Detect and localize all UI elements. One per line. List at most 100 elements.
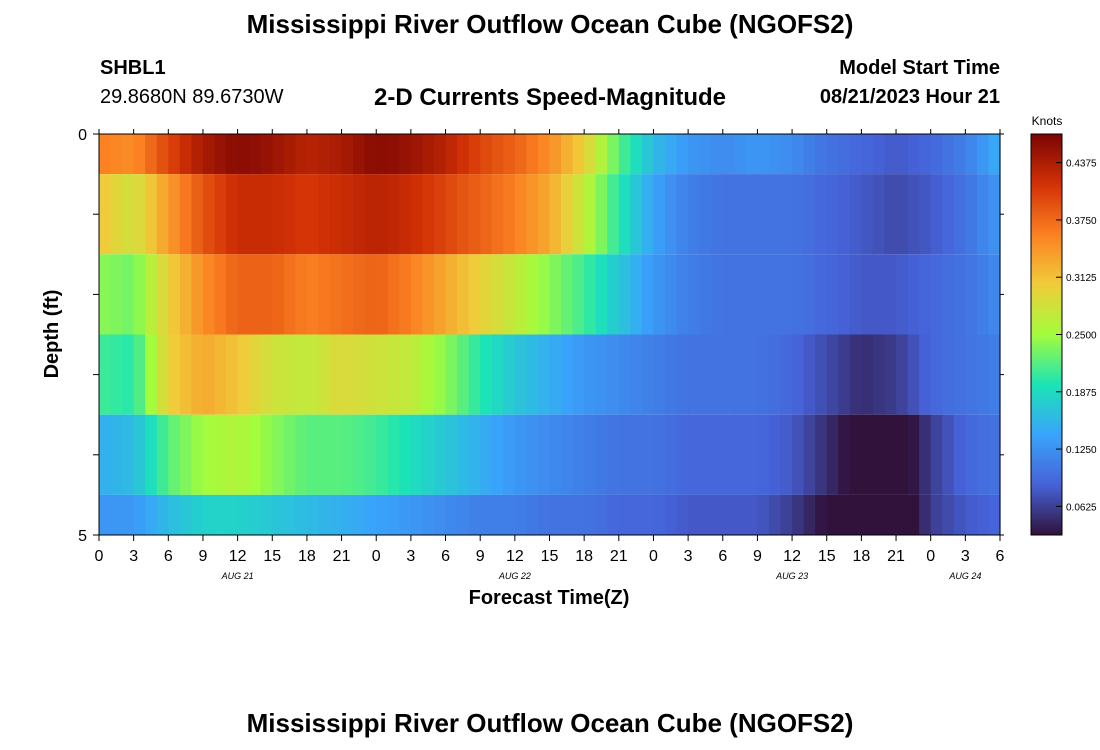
heatmap-cell (884, 134, 897, 175)
heatmap-cell (202, 174, 216, 255)
heatmap-cell (976, 334, 990, 415)
heatmap-cell (607, 174, 620, 255)
colorbar-tick-label: 0.1875 (1066, 388, 1097, 399)
heatmap-cell (480, 334, 493, 415)
heatmap-cell (780, 494, 793, 535)
heatmap-cell (133, 334, 146, 415)
day-label: AUG 23 (775, 571, 808, 581)
heatmap-cell (133, 174, 146, 255)
heatmap-cell (306, 414, 320, 495)
heatmap-cell (226, 334, 239, 415)
heatmap-cell (318, 334, 331, 415)
heatmap-cell (884, 174, 897, 255)
heatmap-cell (561, 494, 574, 535)
heatmap-cell (688, 134, 701, 175)
heatmap-cell (422, 134, 435, 175)
x-tick-label: 18 (852, 548, 870, 565)
heatmap-cell (168, 254, 181, 335)
heatmap-cell (387, 254, 400, 335)
heatmap-cell (399, 334, 412, 415)
heatmap-cell (965, 334, 978, 415)
heatmap-cell (976, 134, 990, 175)
heatmap-cell (226, 414, 239, 495)
heatmap-cell (653, 134, 666, 175)
heatmap-cell (919, 254, 932, 335)
heatmap-cell (849, 134, 862, 175)
heatmap-cell (780, 174, 793, 255)
heatmap-cell (283, 334, 296, 415)
heatmap-cell (676, 494, 689, 535)
heatmap-cell (202, 134, 216, 175)
heatmap-cell (641, 254, 655, 335)
heatmap-cell (526, 134, 539, 175)
heatmap-cell (249, 174, 262, 255)
heatmap-cell (376, 254, 389, 335)
model-start-label: Model Start Time (839, 57, 1000, 79)
heatmap-cell (353, 414, 366, 495)
heatmap-cell (688, 334, 701, 415)
day-label: AUG 24 (948, 571, 981, 581)
heatmap-cell (780, 134, 793, 175)
heatmap-cell (561, 334, 574, 415)
heatmap-cell (930, 254, 943, 335)
heatmap-cell (838, 134, 851, 175)
heatmap-cell (99, 174, 112, 255)
y-axis: 05 (78, 127, 1004, 545)
heatmap-cell (341, 174, 354, 255)
heatmap-cell (607, 334, 620, 415)
heatmap-cell (849, 494, 862, 535)
heatmap-cell (768, 134, 782, 175)
heatmap-cell (145, 134, 158, 175)
heatmap-cell (191, 494, 204, 535)
heatmap-cell (665, 494, 678, 535)
x-tick-label: 18 (298, 548, 316, 565)
heatmap-cell (491, 334, 504, 415)
heatmap-cell (699, 494, 712, 535)
heatmap-cell (433, 494, 447, 535)
heatmap-cell (745, 134, 759, 175)
heatmap-cell (942, 334, 955, 415)
x-tick-label: 0 (926, 548, 935, 565)
heatmap-cell (768, 414, 782, 495)
heatmap-cell (330, 414, 343, 495)
heatmap-cell (272, 334, 285, 415)
heatmap-cell (237, 334, 250, 415)
heatmap-cell (387, 414, 400, 495)
heatmap-cell (676, 174, 689, 255)
heatmap-cell (572, 174, 585, 255)
heatmap-cell (422, 174, 435, 255)
heatmap-cell (757, 334, 770, 415)
colorbar-tick-label: 0.1250 (1066, 445, 1097, 456)
heatmap-cell (896, 254, 909, 335)
heatmap-cell (514, 254, 527, 335)
heatmap-cell (537, 134, 551, 175)
heatmap-cell (295, 134, 308, 175)
heatmap-cell (110, 414, 123, 495)
heatmap-cell (803, 174, 816, 255)
x-tick-label: 12 (229, 548, 247, 565)
heatmap-cell (156, 494, 169, 535)
heatmap-cell (722, 334, 735, 415)
heatmap-cell (399, 174, 412, 255)
heatmap-cell (884, 254, 897, 335)
heatmap-cell (353, 334, 366, 415)
heatmap-cell (734, 134, 747, 175)
heatmap-cell (688, 414, 701, 495)
x-tick-label: 18 (575, 548, 593, 565)
heatmap-cell (965, 414, 978, 495)
heatmap-cell (99, 494, 112, 535)
heatmap-cell (665, 334, 678, 415)
heatmap-cell (202, 414, 216, 495)
y-tick-label: 0 (78, 127, 87, 144)
heatmap-cell (99, 254, 112, 335)
heatmap-cell (249, 334, 262, 415)
heatmap-cell (665, 414, 678, 495)
heatmap-cell (699, 254, 712, 335)
heatmap-cell (665, 174, 678, 255)
heatmap-cell (179, 334, 193, 415)
heatmap-cell (965, 254, 978, 335)
heatmap-cell (295, 414, 308, 495)
heatmap-cell (653, 414, 666, 495)
heatmap-cell (711, 254, 724, 335)
heatmap-cell (145, 254, 158, 335)
